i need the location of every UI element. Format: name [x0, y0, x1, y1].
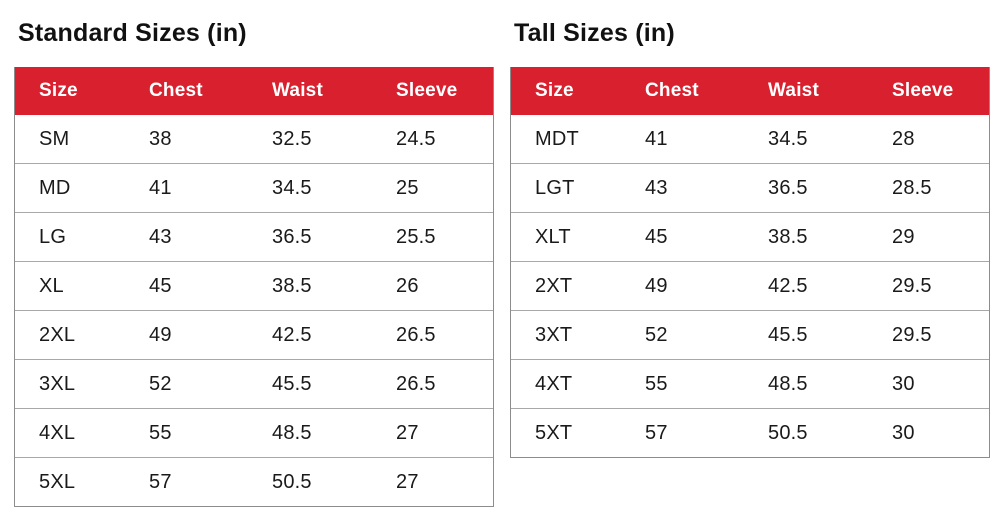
- table-cell: 4XT: [511, 359, 621, 408]
- column-header: Waist: [248, 67, 372, 115]
- table-row: SM 38 32.5 24.5: [15, 115, 493, 163]
- table-header-row: Size Chest Waist Sleeve: [15, 67, 493, 115]
- table-cell: 24.5: [372, 115, 493, 163]
- table-cell: 55: [125, 408, 248, 457]
- table-row: XLT 45 38.5 29: [511, 212, 989, 261]
- table-cell: 30: [868, 359, 989, 408]
- table-cell: 36.5: [744, 163, 868, 212]
- table-cell: 26: [372, 261, 493, 310]
- column-header: Waist: [744, 67, 868, 115]
- table-cell: 57: [125, 457, 248, 506]
- table-row: 5XL 57 50.5 27: [15, 457, 493, 506]
- table-cell: 29.5: [868, 261, 989, 310]
- table-cell: 43: [621, 163, 744, 212]
- table-row: 3XL 52 45.5 26.5: [15, 359, 493, 408]
- tall-sizes-title: Tall Sizes (in): [514, 19, 675, 47]
- table-cell: 28.5: [868, 163, 989, 212]
- table-cell: 34.5: [744, 115, 868, 163]
- table-cell: 2XT: [511, 261, 621, 310]
- table-cell: XLT: [511, 212, 621, 261]
- table-row: 2XL 49 42.5 26.5: [15, 310, 493, 359]
- table-row: 5XT 57 50.5 30: [511, 408, 989, 457]
- standard-sizes-title: Standard Sizes (in): [18, 19, 247, 47]
- table-cell: 45.5: [744, 310, 868, 359]
- table-cell: 43: [125, 212, 248, 261]
- column-header: Size: [511, 67, 621, 115]
- table-row: XL 45 38.5 26: [15, 261, 493, 310]
- table-row: 4XL 55 48.5 27: [15, 408, 493, 457]
- table-cell: 52: [125, 359, 248, 408]
- table-cell: MD: [15, 163, 125, 212]
- table-row: LGT 43 36.5 28.5: [511, 163, 989, 212]
- column-header: Chest: [125, 67, 248, 115]
- table-row: MDT 41 34.5 28: [511, 115, 989, 163]
- table-cell: 30: [868, 408, 989, 457]
- table-cell: 5XL: [15, 457, 125, 506]
- table-cell: 49: [125, 310, 248, 359]
- standard-sizes-table: Size Chest Waist Sleeve SM 38 32.5 24.5 MD 41 34.…: [14, 67, 494, 507]
- table-cell: 55: [621, 359, 744, 408]
- table-cell: XL: [15, 261, 125, 310]
- table-cell: 34.5: [248, 163, 372, 212]
- table-row: 2XT 49 42.5 29.5: [511, 261, 989, 310]
- table-cell: 36.5: [248, 212, 372, 261]
- table-cell: 57: [621, 408, 744, 457]
- table-header-row: Size Chest Waist Sleeve: [511, 67, 989, 115]
- table-row: 4XT 55 48.5 30: [511, 359, 989, 408]
- table-row: 3XT 52 45.5 29.5: [511, 310, 989, 359]
- table-cell: 38.5: [744, 212, 868, 261]
- table-cell: 50.5: [744, 408, 868, 457]
- standard-sizes-section: Standard Sizes (in) Size Chest Waist Sleeve…: [14, 18, 494, 507]
- table-cell: 29: [868, 212, 989, 261]
- table-cell: 45: [621, 212, 744, 261]
- table-cell: 5XT: [511, 408, 621, 457]
- column-header: Chest: [621, 67, 744, 115]
- table-cell: 26.5: [372, 359, 493, 408]
- table-cell: 49: [621, 261, 744, 310]
- column-header: Size: [15, 67, 125, 115]
- table-cell: 25: [372, 163, 493, 212]
- table-cell: 48.5: [248, 408, 372, 457]
- table-cell: 2XL: [15, 310, 125, 359]
- table-row: LG 43 36.5 25.5: [15, 212, 493, 261]
- table-cell: 28: [868, 115, 989, 163]
- table-cell: 45: [125, 261, 248, 310]
- table-row: MD 41 34.5 25: [15, 163, 493, 212]
- table-cell: 52: [621, 310, 744, 359]
- table-cell: MDT: [511, 115, 621, 163]
- table-cell: 41: [125, 163, 248, 212]
- tall-sizes-section: Tall Sizes (in) Size Chest Waist Sleeve MDT…: [510, 18, 990, 458]
- table-cell: 4XL: [15, 408, 125, 457]
- table-cell: 3XL: [15, 359, 125, 408]
- table-cell: 42.5: [248, 310, 372, 359]
- table-cell: SM: [15, 115, 125, 163]
- table-cell: 27: [372, 408, 493, 457]
- table-cell: 38.5: [248, 261, 372, 310]
- table-cell: 38: [125, 115, 248, 163]
- table-cell: 32.5: [248, 115, 372, 163]
- table-cell: 29.5: [868, 310, 989, 359]
- table-cell: LG: [15, 212, 125, 261]
- column-header: Sleeve: [868, 67, 989, 115]
- table-cell: 41: [621, 115, 744, 163]
- table-cell: LGT: [511, 163, 621, 212]
- tall-sizes-table: Size Chest Waist Sleeve MDT 41 34.5 28 LGT 43 36.…: [510, 67, 990, 458]
- table-cell: 42.5: [744, 261, 868, 310]
- table-cell: 50.5: [248, 457, 372, 506]
- table-cell: 45.5: [248, 359, 372, 408]
- table-cell: 25.5: [372, 212, 493, 261]
- table-cell: 48.5: [744, 359, 868, 408]
- column-header: Sleeve: [372, 67, 493, 115]
- table-cell: 3XT: [511, 310, 621, 359]
- table-cell: 26.5: [372, 310, 493, 359]
- table-cell: 27: [372, 457, 493, 506]
